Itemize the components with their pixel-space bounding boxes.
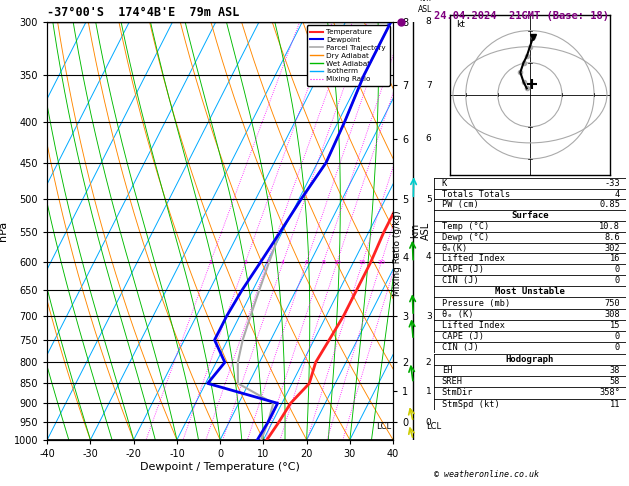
Text: CAPE (J): CAPE (J) [442,332,484,341]
Text: 3: 3 [265,260,269,265]
Text: 6: 6 [426,134,431,143]
Y-axis label: hPa: hPa [0,221,8,241]
Text: 2: 2 [426,358,431,367]
Text: StmDir: StmDir [442,388,473,398]
Text: kt: kt [456,20,465,30]
Text: Mixing Ratio (g/kg): Mixing Ratio (g/kg) [393,210,402,295]
Text: Pressure (mb): Pressure (mb) [442,298,510,308]
Text: © weatheronline.co.uk: © weatheronline.co.uk [434,469,539,479]
Text: 38: 38 [610,366,620,375]
Text: CAPE (J): CAPE (J) [442,265,484,274]
Text: -37°00'S  174°4B'E  79m ASL: -37°00'S 174°4B'E 79m ASL [47,6,240,19]
Text: Totals Totals: Totals Totals [442,190,510,199]
Text: Dewp (°C): Dewp (°C) [442,233,489,242]
Text: Lifted Index: Lifted Index [442,321,504,330]
Text: 2: 2 [243,260,247,265]
Text: Hodograph: Hodograph [506,355,554,364]
Text: 1: 1 [208,260,213,265]
Text: 6: 6 [304,260,308,265]
Text: 8.6: 8.6 [604,233,620,242]
Text: 58: 58 [610,377,620,386]
Text: EH: EH [442,366,452,375]
Text: PW (cm): PW (cm) [442,200,479,209]
X-axis label: Dewpoint / Temperature (°C): Dewpoint / Temperature (°C) [140,462,300,471]
Text: 8: 8 [426,17,431,26]
Text: Surface: Surface [511,211,548,220]
Text: LCL: LCL [376,422,391,431]
Text: 308: 308 [604,310,620,319]
Text: 11: 11 [610,399,620,409]
Text: 15: 15 [610,321,620,330]
Text: 16: 16 [610,254,620,263]
Text: 0: 0 [615,332,620,341]
Text: 7: 7 [426,81,431,89]
Text: θₑ(K): θₑ(K) [442,243,468,253]
Text: Most Unstable: Most Unstable [495,287,565,296]
Text: 0: 0 [426,417,431,427]
Text: 10: 10 [333,260,341,265]
Text: K: K [442,179,447,188]
Text: LCL: LCL [426,422,441,431]
Text: CIN (J): CIN (J) [442,276,479,285]
Legend: Temperature, Dewpoint, Parcel Trajectory, Dry Adiabat, Wet Adiabat, Isotherm, Mi: Temperature, Dewpoint, Parcel Trajectory… [307,25,389,86]
Text: SREH: SREH [442,377,463,386]
Text: 20: 20 [377,260,385,265]
Text: 0: 0 [615,265,620,274]
Text: 4: 4 [615,190,620,199]
Text: 4: 4 [281,260,285,265]
Text: 15: 15 [359,260,366,265]
Text: 0: 0 [615,343,620,352]
Text: 4: 4 [426,252,431,261]
Text: 358°: 358° [599,388,620,398]
Text: -33: -33 [604,179,620,188]
Text: 1: 1 [426,387,431,396]
Text: 302: 302 [604,243,620,253]
Text: km
ASL: km ASL [418,0,432,14]
Y-axis label: km
ASL: km ASL [409,222,431,240]
Text: 8: 8 [321,260,325,265]
Text: Temp (°C): Temp (°C) [442,222,489,231]
Text: 5: 5 [426,195,431,204]
Text: Lifted Index: Lifted Index [442,254,504,263]
Text: 10.8: 10.8 [599,222,620,231]
Text: StmSpd (kt): StmSpd (kt) [442,399,499,409]
Text: 25: 25 [392,260,400,265]
Text: 0.85: 0.85 [599,200,620,209]
Text: 0: 0 [615,276,620,285]
Text: 24.04.2024  21GMT (Base: 18): 24.04.2024 21GMT (Base: 18) [434,11,609,21]
Text: 750: 750 [604,298,620,308]
Text: CIN (J): CIN (J) [442,343,479,352]
Text: 3: 3 [426,312,431,320]
Text: θₑ (K): θₑ (K) [442,310,473,319]
